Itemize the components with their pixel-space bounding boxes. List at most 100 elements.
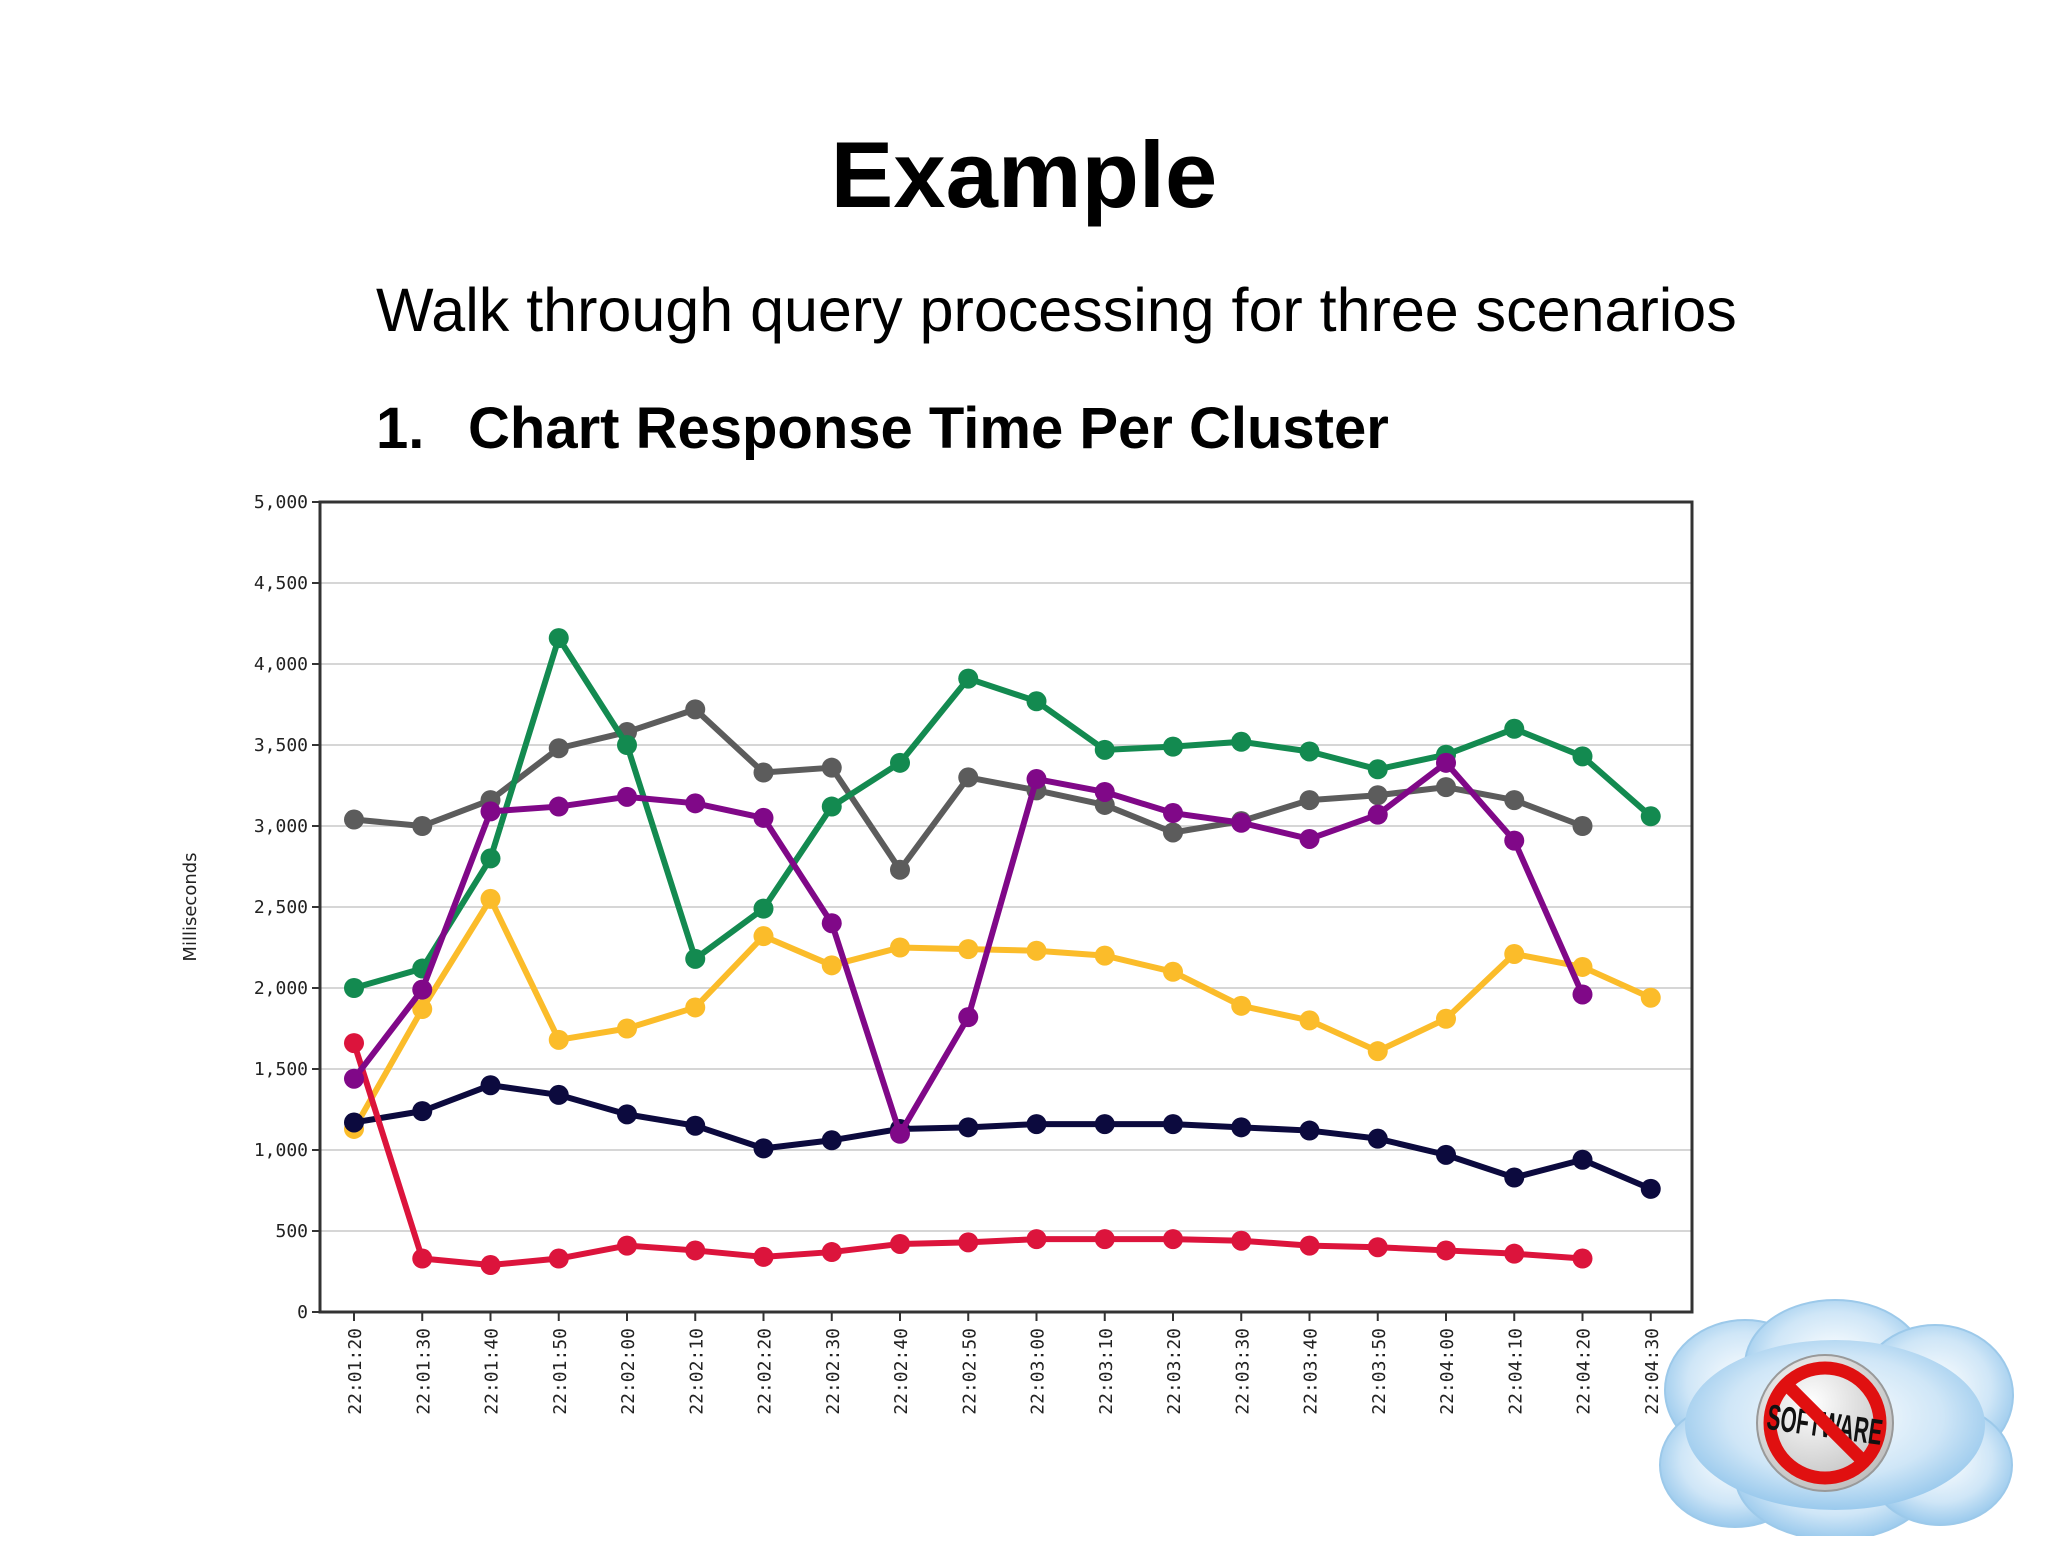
- data-point: [1367, 1237, 1388, 1258]
- data-point: [548, 738, 569, 759]
- data-point: [958, 668, 979, 689]
- data-point: [548, 796, 569, 817]
- y-tick-label: 4,500: [254, 573, 308, 594]
- data-point: [617, 1104, 637, 1125]
- data-point: [1299, 741, 1320, 762]
- data-point: [890, 1123, 910, 1144]
- series-4: [344, 1033, 1593, 1276]
- data-point: [1231, 1117, 1252, 1138]
- data-point: [1436, 777, 1456, 798]
- data-point: [1026, 691, 1047, 712]
- list-item-text: Chart Response Time Per Cluster: [468, 396, 1389, 461]
- series-5: [344, 628, 1661, 998]
- y-tick-label: 500: [275, 1221, 308, 1242]
- data-point: [480, 888, 501, 909]
- data-point: [1367, 785, 1388, 806]
- x-tick-label: 22:04:20: [1574, 1328, 1595, 1415]
- y-tick-label: 2,000: [254, 978, 308, 999]
- data-point: [821, 1242, 842, 1263]
- series-3: [344, 1075, 1661, 1199]
- data-point: [1163, 1229, 1183, 1250]
- x-tick-label: 22:01:50: [550, 1328, 571, 1415]
- data-point: [1026, 940, 1047, 961]
- data-point: [548, 628, 569, 649]
- data-point: [1436, 752, 1456, 773]
- series-line: [353, 635, 1653, 991]
- data-point: [958, 1232, 979, 1253]
- data-point: [1231, 812, 1252, 833]
- x-tick-label: 22:01:30: [413, 1328, 434, 1415]
- data-point: [821, 955, 842, 976]
- data-point: [1163, 822, 1183, 843]
- slide-subtitle: Walk through query processing for three …: [376, 276, 1737, 344]
- data-point: [753, 1246, 774, 1267]
- data-point: [548, 1248, 569, 1269]
- data-point: [1299, 828, 1320, 849]
- data-point: [344, 1112, 364, 1133]
- data-point: [1299, 1120, 1320, 1141]
- data-point: [685, 699, 706, 720]
- data-point: [890, 937, 910, 958]
- x-tick-label: 22:02:10: [686, 1328, 707, 1415]
- data-point: [412, 816, 433, 836]
- series-6: [344, 752, 1593, 1144]
- data-point: [753, 898, 774, 919]
- x-tick-label: 22:03:20: [1164, 1328, 1185, 1415]
- list-item: 1. Chart Response Time Per Cluster: [376, 400, 1389, 458]
- data-point: [1504, 830, 1525, 851]
- x-tick-label: 22:02:50: [959, 1328, 980, 1415]
- slide-title: Example: [830, 122, 1218, 227]
- x-tick-label: 22:03:00: [1028, 1328, 1049, 1415]
- data-point: [685, 1115, 706, 1136]
- x-tick-label: 22:01:20: [345, 1328, 366, 1415]
- y-axis: 0 500 1,000 1,500 2,000 2,500 3,000 3,500 4,000 4…: [254, 492, 320, 1323]
- data-point: [890, 859, 910, 880]
- data-point: [344, 1068, 364, 1089]
- series-line: [353, 1082, 1652, 1192]
- y-axis-label: Milliseconds: [180, 852, 201, 961]
- data-point: [753, 1138, 774, 1159]
- x-tick-label: 22:04:00: [1437, 1328, 1458, 1415]
- x-tick-label: 22:04:30: [1642, 1328, 1663, 1415]
- data-point: [1026, 769, 1047, 790]
- x-tick-label: 22:03:10: [1096, 1328, 1117, 1415]
- data-point: [344, 809, 364, 830]
- data-point: [753, 762, 774, 783]
- data-point: [1640, 987, 1661, 1008]
- y-tick-label: 1,500: [254, 1059, 308, 1080]
- data-point: [958, 767, 979, 788]
- x-tick-label: 22:02:30: [823, 1328, 844, 1415]
- data-point: [1504, 1167, 1525, 1188]
- x-tick-label: 22:02:20: [755, 1328, 776, 1415]
- data-point: [958, 1117, 979, 1138]
- data-point: [1163, 803, 1183, 824]
- data-point: [1231, 731, 1252, 752]
- data-point: [1163, 961, 1183, 982]
- data-point: [1572, 816, 1593, 836]
- y-tick-label: 1,000: [254, 1140, 308, 1161]
- data-point: [617, 1235, 637, 1256]
- data-point: [1504, 943, 1525, 964]
- chart-grid: [320, 501, 1692, 1313]
- data-point: [685, 1240, 706, 1261]
- data-point: [1436, 1008, 1456, 1029]
- data-point: [548, 1029, 569, 1050]
- no-software-badge-icon: SOFTWARE: [1756, 1354, 1894, 1492]
- data-point: [1026, 1229, 1047, 1250]
- x-tick-label: 22:02:40: [891, 1328, 912, 1415]
- data-point: [1367, 804, 1388, 825]
- data-point: [412, 979, 433, 1000]
- data-point: [1504, 790, 1525, 811]
- data-point: [1572, 1248, 1593, 1269]
- data-point: [958, 939, 979, 960]
- series-2: [344, 888, 1661, 1139]
- y-tick-label: 3,000: [254, 816, 308, 837]
- data-point: [1436, 1144, 1456, 1165]
- data-point: [1163, 1114, 1183, 1135]
- series-line: [351, 895, 1652, 1131]
- x-tick-label: 22:01:40: [482, 1328, 503, 1415]
- data-point: [1572, 956, 1593, 977]
- data-point: [617, 1018, 637, 1039]
- data-point: [753, 807, 774, 828]
